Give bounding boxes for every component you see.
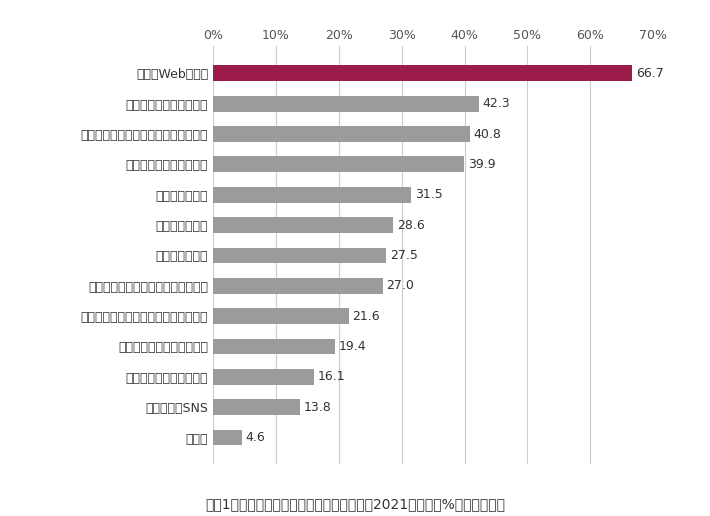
Text: 16.1: 16.1 <box>318 370 346 383</box>
Bar <box>213 369 315 385</box>
Text: 【図1】仕事上の製品・サービスの情報源（2021年）　（%、複数回答）: 【図1】仕事上の製品・サービスの情報源（2021年） （%、複数回答） <box>205 497 505 511</box>
Bar <box>213 217 393 233</box>
Bar <box>213 248 386 263</box>
Bar <box>213 126 469 142</box>
Bar <box>213 187 411 203</box>
Text: 42.3: 42.3 <box>483 97 510 110</box>
Bar <box>213 278 383 294</box>
Bar <box>213 338 335 354</box>
Bar <box>213 66 633 81</box>
Bar <box>213 96 479 111</box>
Text: 39.9: 39.9 <box>468 158 496 171</box>
Text: 21.6: 21.6 <box>353 310 381 322</box>
Text: 40.8: 40.8 <box>474 127 501 140</box>
Text: 19.4: 19.4 <box>339 340 366 353</box>
Text: 13.8: 13.8 <box>304 400 332 414</box>
Bar <box>213 156 464 172</box>
Text: 66.7: 66.7 <box>636 67 664 80</box>
Bar <box>213 399 300 415</box>
Bar <box>213 308 349 324</box>
Text: 31.5: 31.5 <box>415 188 442 201</box>
Text: 4.6: 4.6 <box>246 431 266 444</box>
Text: 27.0: 27.0 <box>386 279 415 292</box>
Bar <box>213 430 242 445</box>
Text: 28.6: 28.6 <box>397 219 425 232</box>
Text: 27.5: 27.5 <box>390 249 417 262</box>
